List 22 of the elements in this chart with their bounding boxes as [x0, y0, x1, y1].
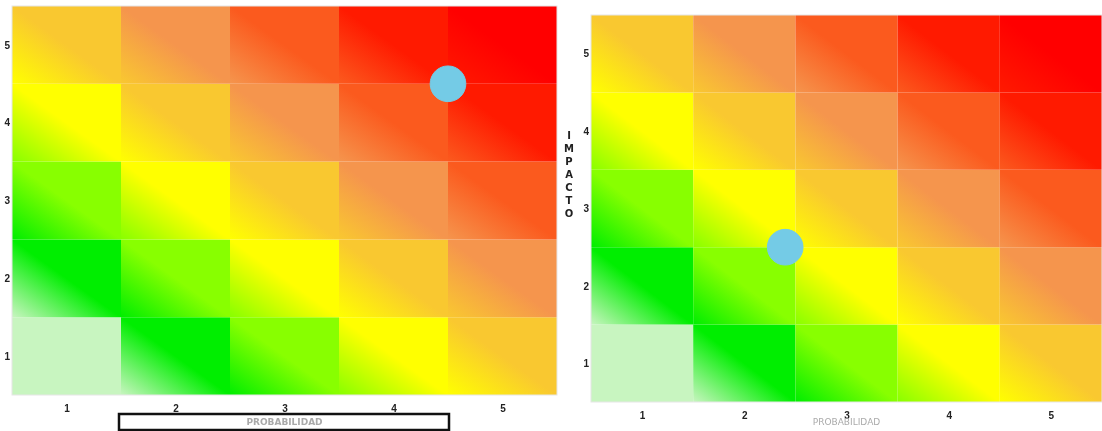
y-tick-label: 4 [583, 125, 590, 137]
y-tick-label: 5 [583, 48, 590, 60]
x-tick-label: 3 [282, 403, 289, 415]
x-axis-title: PROBABILIDAD [812, 417, 881, 427]
x-tick-label: 2 [173, 403, 180, 415]
x-tick-label: 2 [742, 410, 749, 422]
y-tick-label: 3 [583, 203, 590, 215]
x-tick-label: 1 [64, 403, 71, 415]
y-tick-label: 1 [583, 358, 590, 369]
y-tick-label: 5 [4, 39, 11, 51]
x-tick-label: 1 [639, 410, 646, 422]
y-tick-label: 4 [4, 117, 11, 129]
y-tick-label: 2 [583, 280, 590, 292]
y-tick-label: 3 [4, 195, 11, 207]
x-tick-label: 5 [500, 403, 507, 415]
y-tick-label: 1 [4, 350, 11, 362]
x-tick-label: 4 [391, 403, 398, 415]
y-tick-label: 2 [4, 273, 11, 284]
x-axis-title: PROBABILIDAD [246, 417, 323, 427]
y-axis-title: IMPACTO [564, 129, 575, 219]
x-tick-label: 5 [1048, 410, 1055, 422]
x-tick-label: 4 [946, 410, 953, 422]
